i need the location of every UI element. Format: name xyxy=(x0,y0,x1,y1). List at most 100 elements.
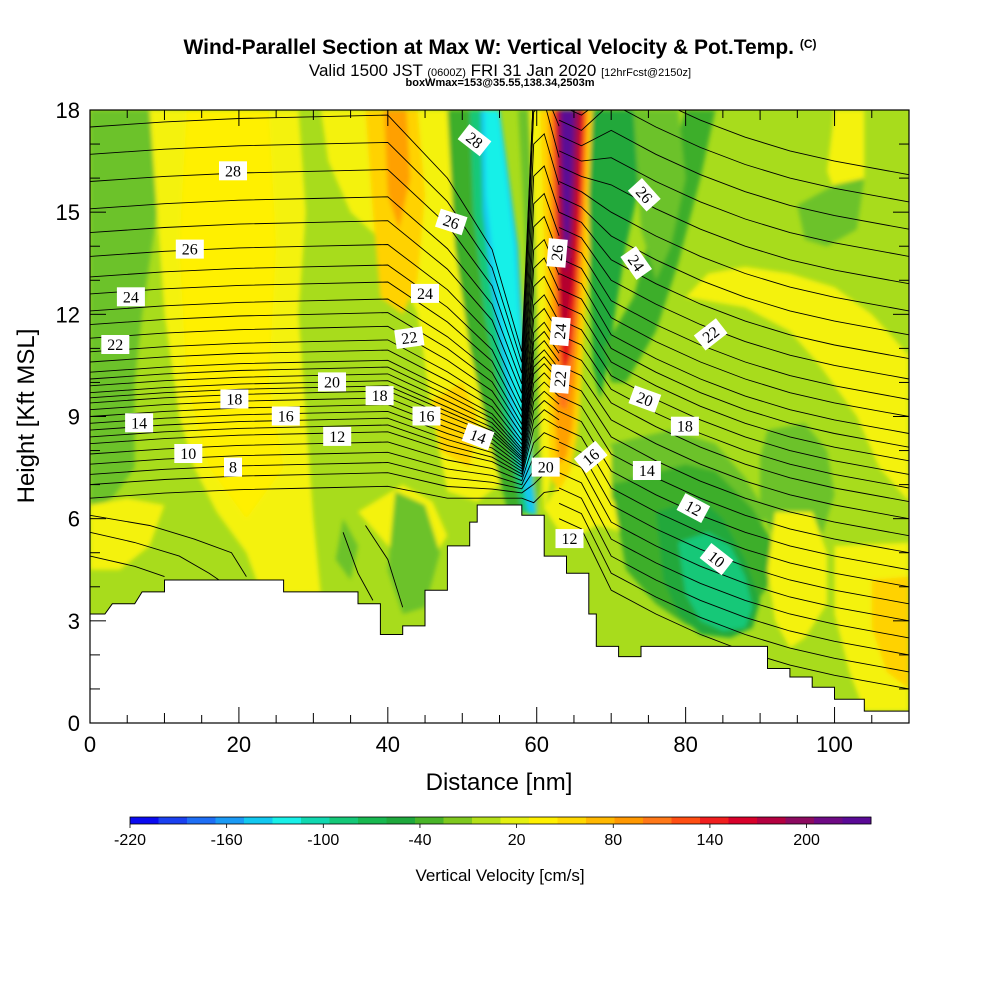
theta-contour xyxy=(90,165,560,403)
colorbar-swatch xyxy=(643,817,672,824)
contour-label: 18 xyxy=(220,389,249,409)
theta-contour xyxy=(558,227,909,380)
contour-label-box xyxy=(693,318,728,351)
colorbar-label: Vertical Velocity [cm/s] xyxy=(415,866,584,885)
theta-contour xyxy=(90,110,534,352)
chart-subtitle-2: boxWmax=153@35.55,138.34,2503m xyxy=(405,77,595,89)
theta-contour xyxy=(558,257,909,417)
contour-label-text: 22 xyxy=(552,370,570,387)
contour-label-box xyxy=(435,208,468,236)
contour-label: 10 xyxy=(699,543,734,576)
shading-region-cyan xyxy=(484,110,530,468)
contour-label-text: 28 xyxy=(225,163,241,180)
theta-contour xyxy=(558,150,909,257)
x-tick-label: 0 xyxy=(84,732,96,757)
contour-label: 24 xyxy=(549,316,571,347)
theta-contour xyxy=(90,238,560,426)
colorbar-swatch xyxy=(500,817,530,824)
contour-label-text: 14 xyxy=(639,463,655,480)
theta-contour xyxy=(558,196,909,336)
theta-contour xyxy=(90,432,560,482)
contour-label: 22 xyxy=(394,326,425,350)
contour-label-box xyxy=(699,543,734,576)
contour-label: 18 xyxy=(365,386,394,406)
contour-label-box xyxy=(323,426,352,446)
contour-label-box xyxy=(318,372,346,392)
y-tick-label: 3 xyxy=(68,609,80,634)
x-tick-label: 40 xyxy=(376,732,400,757)
contour-label-box xyxy=(174,444,203,463)
theta-contour xyxy=(569,110,909,176)
contour-label-text: 26 xyxy=(549,244,567,261)
contour-label: 12 xyxy=(323,426,352,446)
colorbar-tick-label: -100 xyxy=(307,832,339,849)
colorbar-swatch xyxy=(529,817,558,824)
shading-region-teal xyxy=(678,532,753,631)
contour-label-text: 20 xyxy=(538,460,554,477)
y-axis-label: Height [Kft MSL] xyxy=(13,329,40,504)
contour-label-text: 12 xyxy=(682,498,704,521)
contour-label-text: 20 xyxy=(634,389,655,410)
contour-label: 22 xyxy=(101,335,130,354)
colorbar-swatch xyxy=(272,817,302,824)
y-tick-label: 6 xyxy=(68,507,80,532)
title-text: Wind-Parallel Section at Max W: Vertical… xyxy=(183,36,794,59)
contour-label: 16 xyxy=(271,406,300,426)
contour-label-box xyxy=(412,406,441,426)
theta-contour xyxy=(90,132,560,394)
subtitle-utc: (0600Z) xyxy=(427,67,466,79)
colorbar-tick-label: 80 xyxy=(604,832,622,849)
theta-contour xyxy=(90,215,560,420)
x-axis-label: Distance [nm] xyxy=(426,769,573,796)
theta-contour xyxy=(558,364,909,520)
contour-label-text: 18 xyxy=(372,388,388,405)
shading-region-green xyxy=(335,518,358,580)
contour-label-box xyxy=(461,422,495,451)
theta-contour xyxy=(558,318,909,475)
theta-contour xyxy=(90,472,560,494)
colorbar-swatch xyxy=(671,817,701,824)
plot-area: 28 26 24 22 14 18 16 20 18 22 24 26 28 12 10 8 16 14 20 22 2… xyxy=(90,110,909,723)
colorbar-swatch xyxy=(472,817,501,824)
theta-contour xyxy=(558,472,909,639)
theta-contour xyxy=(558,456,909,622)
contour-label-text: 16 xyxy=(278,409,294,426)
contour-label-text: 12 xyxy=(329,429,345,446)
contour-label-text: 18 xyxy=(226,392,242,409)
theta-contour xyxy=(90,399,560,473)
contour-label: 26 xyxy=(627,178,661,212)
theta-contour xyxy=(90,340,560,455)
theta-contour xyxy=(90,531,225,584)
contour-label-text: 24 xyxy=(624,252,647,275)
colorbar-swatch xyxy=(415,817,444,824)
theta-contour xyxy=(558,441,909,605)
theta-contour xyxy=(558,380,909,537)
contour-label-text: 8 xyxy=(229,460,237,477)
y-tick-label: 9 xyxy=(68,405,80,430)
theta-contour xyxy=(558,288,909,448)
contour-label-box xyxy=(573,440,608,474)
colorbar-swatch xyxy=(785,817,815,824)
contour-label: 28 xyxy=(457,124,492,157)
contour-labels: 28 26 24 22 14 18 16 20 18 22 24 26 28 12 10 8 16 14 20 22 2… xyxy=(101,124,734,576)
contour-label-text: 24 xyxy=(552,323,570,340)
colorbar-swatch xyxy=(329,817,359,824)
colorbar-swatch xyxy=(130,817,159,824)
theta-contour xyxy=(90,409,560,475)
contour-label-box xyxy=(628,385,662,413)
contour-label-box xyxy=(531,457,560,477)
axes: 0 20 40 60 80 100 0 3 6 9 12 15 18 xyxy=(56,98,910,757)
contour-label: 12 xyxy=(555,529,584,549)
contour-label-text: 14 xyxy=(131,415,147,432)
contour-label-box xyxy=(670,416,699,436)
contour-label-box xyxy=(627,178,661,212)
contour-label-box xyxy=(549,364,571,394)
x-tick-label: 60 xyxy=(524,732,548,757)
colorbar-swatch xyxy=(586,817,615,824)
contour-label-text: 26 xyxy=(441,212,461,233)
contour-label-box xyxy=(220,389,249,409)
contour-label-box xyxy=(555,529,584,549)
contour-label-text: 26 xyxy=(182,242,198,259)
theta-contour xyxy=(558,165,909,285)
